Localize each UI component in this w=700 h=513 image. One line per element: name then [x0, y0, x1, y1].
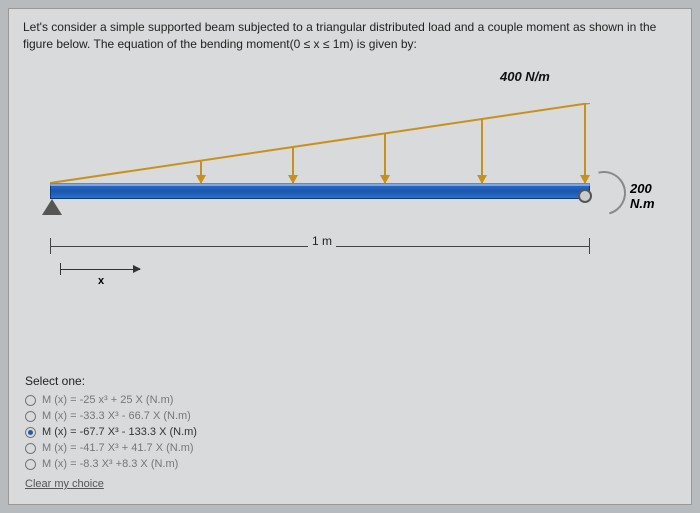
options-block: Select one: M (x) = -25 x³ + 25 X (N.m) M… [25, 374, 197, 490]
radio-icon[interactable] [25, 395, 36, 406]
beam-figure: 400 N/m 200 N.m 1 m x [30, 63, 670, 283]
load-value-label: 400 N/m [500, 69, 550, 84]
option-row[interactable]: M (x) = -67.7 X³ - 133.3 X (N.m) [25, 426, 197, 438]
option-label: M (x) = -33.3 X³ - 66.7 X (N.m) [42, 410, 191, 422]
load-arrow-icon [200, 161, 202, 183]
option-row[interactable]: M (x) = -33.3 X³ - 66.7 X (N.m) [25, 410, 197, 422]
x-axis-label: x [98, 275, 104, 287]
load-arrow-icon [292, 147, 294, 183]
question-line1: Let's consider a simple supported beam s… [23, 20, 656, 34]
load-arrow-icon [584, 104, 586, 183]
x-axis: x [60, 263, 150, 279]
question-line2: figure below. The equation of the bendin… [23, 37, 417, 51]
load-arrow-icon [481, 119, 483, 183]
option-label: M (x) = -41.7 X³ + 41.7 X (N.m) [42, 442, 194, 454]
load-arrow-icon [384, 133, 386, 183]
options-title: Select one: [25, 374, 197, 388]
radio-icon[interactable] [25, 443, 36, 454]
pin-support-icon [42, 199, 62, 215]
question-text: Let's consider a simple supported beam s… [23, 19, 677, 53]
radio-icon[interactable] [25, 459, 36, 470]
option-label: M (x) = -67.7 X³ - 133.3 X (N.m) [42, 426, 197, 438]
option-row[interactable]: M (x) = -41.7 X³ + 41.7 X (N.m) [25, 442, 197, 454]
radio-icon[interactable] [25, 411, 36, 422]
option-row[interactable]: M (x) = -25 x³ + 25 X (N.m) [25, 394, 197, 406]
triangular-load [50, 103, 590, 183]
clear-choice-link[interactable]: Clear my choice [25, 478, 197, 490]
option-label: M (x) = -8.3 X³ +8.3 X (N.m) [42, 458, 178, 470]
beam-highlight [50, 183, 590, 186]
span-dimension: 1 m [50, 238, 590, 256]
load-hypotenuse [50, 103, 590, 183]
moment-value-label: 200 N.m [630, 181, 670, 211]
span-label: 1 m [308, 234, 336, 248]
option-label: M (x) = -25 x³ + 25 X (N.m) [42, 394, 173, 406]
radio-icon[interactable] [25, 427, 36, 438]
question-panel: Let's consider a simple supported beam s… [8, 8, 692, 505]
option-row[interactable]: M (x) = -8.3 X³ +8.3 X (N.m) [25, 458, 197, 470]
